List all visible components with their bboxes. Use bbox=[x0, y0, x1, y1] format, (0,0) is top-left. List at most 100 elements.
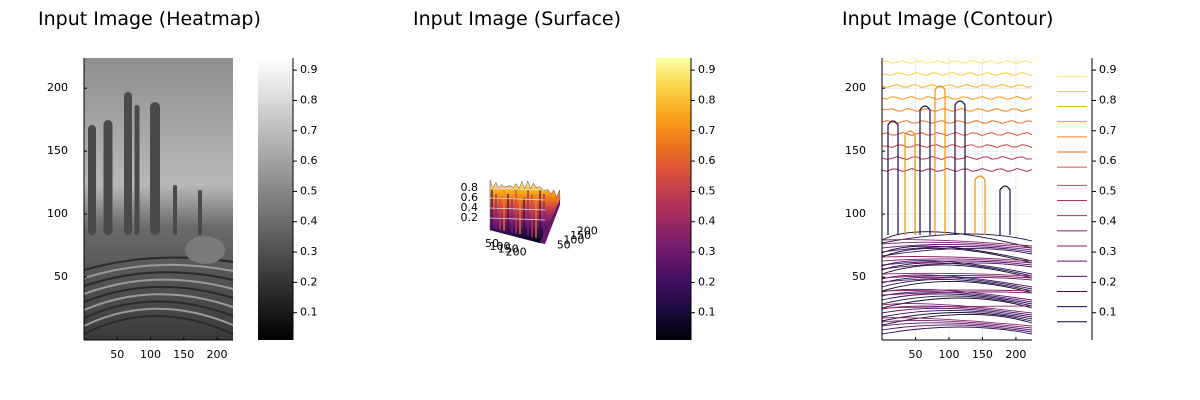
x-tick-label: 100 bbox=[140, 348, 161, 361]
colorbar-tick-label: 0.9 bbox=[698, 63, 716, 76]
z-tick-label: 0.8 bbox=[461, 181, 479, 194]
contour-line bbox=[881, 107, 1033, 113]
surface bbox=[489, 179, 561, 244]
image-tower bbox=[88, 125, 96, 235]
chart-title: Input Image (Surface) bbox=[413, 8, 621, 30]
contour-tower bbox=[974, 175, 986, 235]
colorbar-tick-label: 0.7 bbox=[1099, 124, 1117, 137]
colorbar-tick-label: 0.9 bbox=[300, 63, 318, 76]
image-tower bbox=[134, 105, 140, 235]
colorbar-tick-label: 0.8 bbox=[300, 93, 318, 106]
y-tick-label: 150 bbox=[570, 229, 591, 242]
colorbar-tick-label: 0.4 bbox=[1099, 215, 1117, 228]
x-tick-label: 100 bbox=[490, 240, 511, 253]
colorbar-tick-label: 0.8 bbox=[1099, 93, 1117, 106]
colorbar bbox=[258, 58, 293, 340]
x-tick-label: 200 bbox=[1005, 348, 1026, 361]
z-tick bbox=[489, 217, 546, 221]
x-tick-label: 200 bbox=[506, 246, 527, 259]
plot-area bbox=[83, 58, 234, 340]
x-tick-label: 50 bbox=[908, 348, 922, 361]
x-tick-label: 50 bbox=[110, 348, 124, 361]
colorbar-tick-label: 0.5 bbox=[1099, 184, 1117, 197]
x-tick-label: 100 bbox=[938, 348, 959, 361]
image-road bbox=[83, 285, 234, 303]
surface-side bbox=[540, 200, 560, 244]
z-tick-label: 0.6 bbox=[461, 191, 479, 204]
image-road bbox=[83, 300, 234, 319]
contour-line bbox=[881, 144, 1033, 149]
y-tick-label: 200 bbox=[47, 81, 68, 94]
colorbar-tick-label: 0.2 bbox=[300, 275, 318, 288]
z-tick bbox=[489, 197, 546, 201]
y-tick-label: 50 bbox=[557, 238, 571, 251]
image-tower bbox=[173, 185, 177, 235]
y-tick-label: 200 bbox=[577, 224, 598, 237]
contour-line bbox=[881, 83, 1033, 88]
image-road bbox=[83, 315, 234, 335]
colorbar-tick-label: 0.7 bbox=[698, 124, 716, 137]
x-tick-label: 50 bbox=[485, 237, 499, 250]
contour-line bbox=[881, 167, 1033, 173]
chart-title: Input Image (Contour) bbox=[842, 8, 1053, 30]
image-road bbox=[83, 263, 234, 279]
y-tick-label: 150 bbox=[47, 144, 68, 157]
colorbar-tick-label: 0.1 bbox=[300, 306, 318, 319]
colorbar-tick-label: 0.6 bbox=[698, 154, 716, 167]
contour-line bbox=[881, 239, 1033, 327]
colorbar-tick-label: 0.1 bbox=[1099, 306, 1117, 319]
x-tick-label: 150 bbox=[173, 348, 194, 361]
contour-tower bbox=[999, 185, 1011, 235]
colorbar-tick-label: 0.6 bbox=[300, 154, 318, 167]
contour-line bbox=[881, 95, 1033, 101]
y-tick-label: 50 bbox=[54, 270, 68, 283]
image-tower bbox=[150, 102, 160, 235]
image-road bbox=[83, 271, 234, 287]
image-road bbox=[83, 293, 234, 311]
y-tick-label: 100 bbox=[563, 234, 584, 247]
image-tower bbox=[198, 190, 202, 235]
colorbar-tick-label: 0.6 bbox=[1099, 154, 1117, 167]
colorbar bbox=[656, 58, 691, 340]
colorbar-tick-label: 0.1 bbox=[698, 306, 716, 319]
contour-line bbox=[881, 155, 1033, 161]
contour-line bbox=[881, 59, 1033, 65]
chart-title: Input Image (Heatmap) bbox=[38, 8, 261, 30]
plot-area bbox=[881, 58, 1033, 340]
contour-line bbox=[881, 241, 1033, 329]
colorbar-tick-label: 0.2 bbox=[698, 275, 716, 288]
contour-tower bbox=[904, 130, 916, 235]
z-tick bbox=[489, 187, 546, 191]
image-road bbox=[83, 307, 234, 327]
y-tick-label: 100 bbox=[845, 207, 866, 220]
y-tick-label: 150 bbox=[845, 144, 866, 157]
x-tick-label: 150 bbox=[972, 348, 993, 361]
image-tower bbox=[124, 92, 132, 235]
colorbar-tick-label: 0.5 bbox=[300, 184, 318, 197]
z-tick-label: 0.2 bbox=[461, 211, 479, 224]
contour-tower bbox=[887, 120, 899, 235]
contour-line bbox=[881, 71, 1033, 76]
colorbar-tick-label: 0.4 bbox=[698, 215, 716, 228]
contour-tower bbox=[954, 100, 966, 235]
image-road bbox=[83, 278, 234, 295]
y-tick-label: 50 bbox=[852, 270, 866, 283]
colorbar-tick-label: 0.3 bbox=[698, 245, 716, 258]
y-tick-label: 200 bbox=[845, 81, 866, 94]
colorbar-tick-label: 0.4 bbox=[300, 215, 318, 228]
colorbar-tick-label: 0.9 bbox=[1099, 63, 1117, 76]
contour-tower bbox=[934, 85, 946, 235]
contour-line bbox=[881, 120, 1033, 125]
contour-line bbox=[881, 231, 1033, 326]
contour-tower bbox=[919, 105, 931, 235]
colorbar-tick-label: 0.3 bbox=[1099, 245, 1117, 258]
x-tick-label: 150 bbox=[498, 243, 519, 256]
colorbar-tick-label: 0.2 bbox=[1099, 275, 1117, 288]
image-dome bbox=[185, 236, 225, 264]
x-tick-label: 200 bbox=[207, 348, 228, 361]
colorbar-tick-label: 0.8 bbox=[698, 93, 716, 106]
contour-line bbox=[881, 132, 1033, 137]
z-tick bbox=[489, 207, 546, 211]
colorbar-tick-label: 0.3 bbox=[300, 245, 318, 258]
